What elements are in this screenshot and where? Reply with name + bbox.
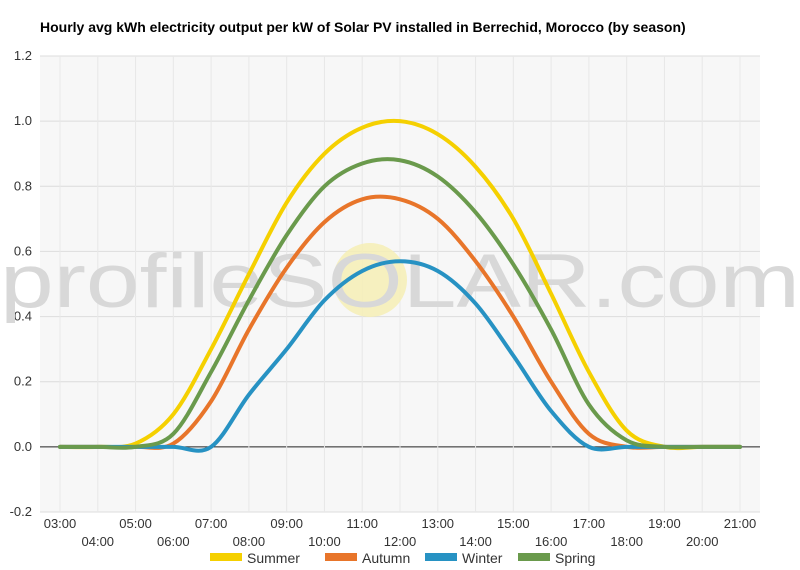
- x-tick-label: 21:00: [724, 516, 757, 531]
- x-tick-label: 13:00: [422, 516, 455, 531]
- y-tick-label: 0.4: [14, 309, 32, 324]
- y-tick-label: 0.0: [14, 439, 32, 454]
- x-tick-label: 03:00: [44, 516, 77, 531]
- legend-swatch: [425, 553, 457, 561]
- x-tick-label: 11:00: [346, 516, 378, 531]
- series-summer: [58, 118, 742, 451]
- x-tick-label: 05:00: [119, 516, 152, 531]
- y-tick-label: 1.0: [14, 113, 32, 128]
- x-tick-label: 17:00: [573, 516, 606, 531]
- watermark-text: profileSOLAR.com: [0, 239, 800, 324]
- legend-item-autumn[interactable]: Autumn: [325, 550, 410, 566]
- y-tick-label: -0.2: [10, 504, 32, 519]
- legend-label: Spring: [555, 550, 595, 566]
- x-tick-label: 10:00: [308, 534, 341, 549]
- x-tick-label: 09:00: [270, 516, 303, 531]
- legend-item-spring[interactable]: Spring: [518, 550, 595, 566]
- series-line-winter: [58, 259, 742, 453]
- legend-swatch: [518, 553, 550, 561]
- x-tick-label: 12:00: [384, 534, 417, 549]
- y-tick-label: 0.6: [14, 243, 32, 258]
- y-tick-label: 0.2: [14, 374, 32, 389]
- series-winter: [58, 259, 742, 453]
- x-tick-label: 08:00: [233, 534, 266, 549]
- series-line-summer: [58, 118, 742, 451]
- chart-title: Hourly avg kWh electricity output per kW…: [40, 19, 686, 35]
- legend-label: Autumn: [362, 550, 410, 566]
- watermark: profileSOLAR.com: [0, 239, 800, 324]
- legend-item-summer[interactable]: Summer: [210, 550, 300, 566]
- series-line-spring: [58, 157, 742, 450]
- legend-item-winter[interactable]: Winter: [425, 550, 503, 566]
- x-tick-label: 04:00: [82, 534, 115, 549]
- x-tick-label: 07:00: [195, 516, 228, 531]
- x-tick-label: 18:00: [610, 534, 643, 549]
- x-tick-label: 14:00: [459, 534, 492, 549]
- x-tick-label: 19:00: [648, 516, 681, 531]
- legend-label: Winter: [462, 550, 503, 566]
- x-tick-label: 06:00: [157, 534, 190, 549]
- x-tick-label: 16:00: [535, 534, 568, 549]
- x-tick-label: 15:00: [497, 516, 530, 531]
- legend-label: Summer: [247, 550, 300, 566]
- legend-swatch: [210, 553, 242, 561]
- legend-swatch: [325, 553, 357, 561]
- series-spring: [58, 157, 742, 450]
- y-tick-label: 1.2: [14, 48, 32, 63]
- x-tick-label: 20:00: [686, 534, 719, 549]
- y-tick-label: 0.8: [14, 178, 32, 193]
